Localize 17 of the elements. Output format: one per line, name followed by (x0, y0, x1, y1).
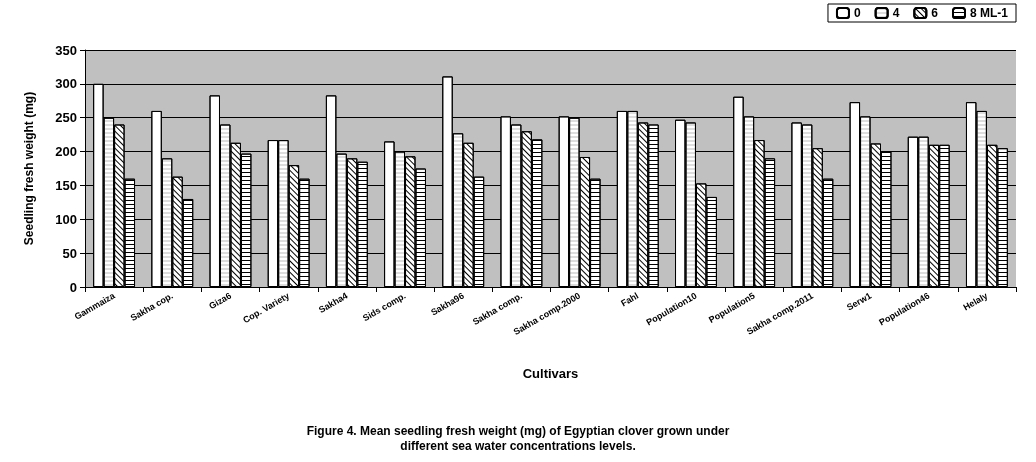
y-tick-label: 50 (62, 245, 77, 261)
y-axis-title: Seedling fresh weight (mg) (22, 91, 36, 246)
y-tick-label: 200 (55, 144, 77, 160)
legend-label: 0 (853, 6, 861, 20)
x-tick-label: Fahl (619, 290, 641, 309)
legend-label: 4 (892, 6, 900, 20)
y-tick-label: 150 (55, 177, 77, 193)
y-tick-label: 100 (55, 211, 77, 227)
caption: Figure 4. Mean seedling fresh weight (mg) of Egyptian clover grown under different sea water concentrations levels. (306, 423, 730, 453)
legend-label: 8 ML-1 (970, 6, 1009, 20)
x-axis-title: Cultivars (522, 366, 579, 381)
legend-label: 6 (931, 6, 939, 20)
y-tick-label: 250 (55, 110, 77, 126)
x-tick-label: Sids comp. (361, 290, 408, 324)
y-tick-label: 350 (55, 42, 77, 58)
y-tick-label: 0 (69, 279, 77, 295)
y-tick-label: 300 (55, 76, 77, 92)
